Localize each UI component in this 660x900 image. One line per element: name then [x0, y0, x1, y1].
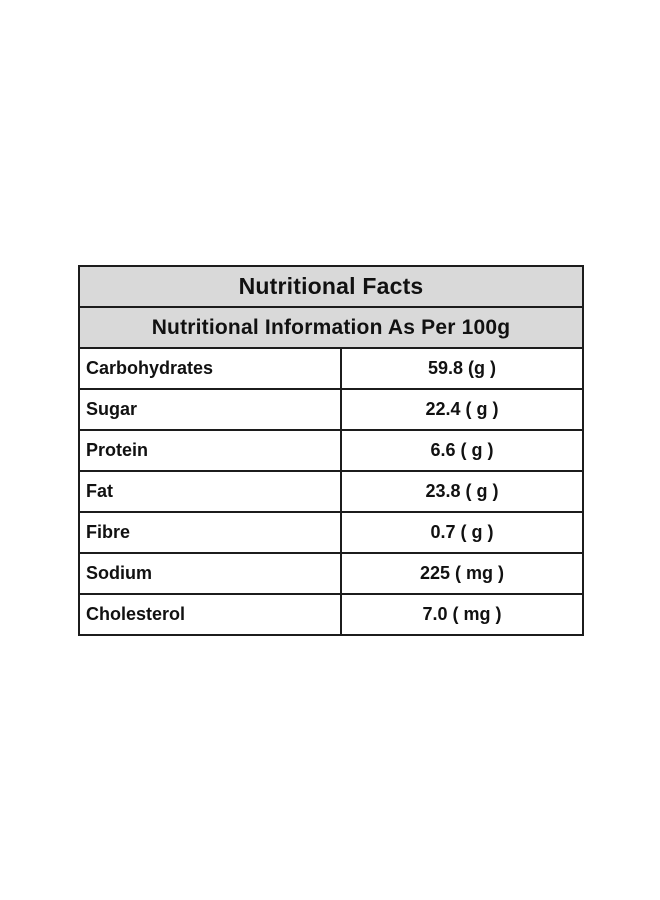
- nutrient-label: Sodium: [80, 554, 342, 593]
- table-subtitle: Nutritional Information As Per 100g: [80, 308, 582, 349]
- nutrition-facts-table: Nutritional Facts Nutritional Informatio…: [78, 265, 584, 636]
- nutrient-label: Fibre: [80, 513, 342, 552]
- table-row-sodium: Sodium 225 ( mg ): [80, 554, 582, 595]
- nutrient-value: 23.8 ( g ): [425, 481, 499, 501]
- nutrient-value: 22.4 ( g ): [425, 399, 499, 419]
- nutrient-label: Fat: [80, 472, 342, 511]
- nutrient-value: 225 ( mg ): [419, 563, 505, 583]
- table-row-protein: Protein 6.6 ( g ): [80, 431, 582, 472]
- table-row-cholesterol: Cholesterol 7.0 ( mg ): [80, 595, 582, 634]
- table-row-sugar: Sugar 22.4 ( g ): [80, 390, 582, 431]
- nutrient-value: 6.6 ( g ): [430, 440, 494, 460]
- nutrient-label: Sugar: [80, 390, 342, 429]
- nutrient-label: Carbohydrates: [80, 349, 342, 388]
- nutrient-value: 59.8 (g ): [427, 358, 497, 378]
- table-row-fibre: Fibre 0.7 ( g ): [80, 513, 582, 554]
- table-row-fat: Fat 23.8 ( g ): [80, 472, 582, 513]
- nutrient-label: Cholesterol: [80, 595, 342, 634]
- table-title: Nutritional Facts: [80, 267, 582, 308]
- nutrient-label: Protein: [80, 431, 342, 470]
- nutrient-value: 0.7 ( g ): [430, 522, 494, 542]
- table-row-carbohydrates: Carbohydrates 59.8 (g ): [80, 349, 582, 390]
- nutrient-value: 7.0 ( mg ): [422, 604, 502, 624]
